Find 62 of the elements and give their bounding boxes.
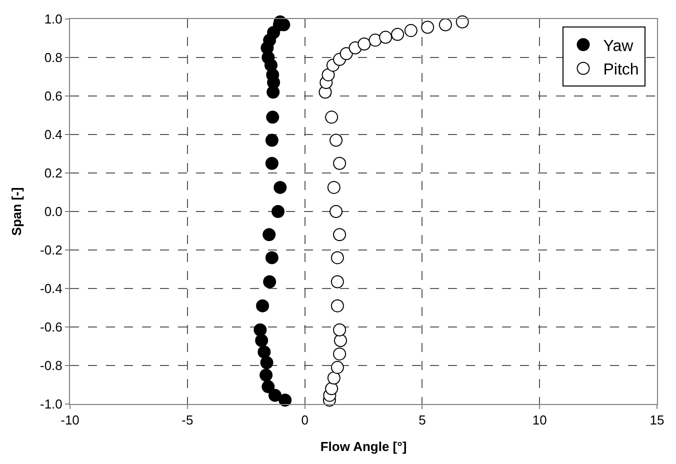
point bbox=[333, 323, 346, 336]
point bbox=[327, 372, 340, 385]
legend-label: Pitch bbox=[603, 62, 639, 79]
point bbox=[333, 156, 346, 170]
point bbox=[255, 334, 268, 347]
point bbox=[260, 356, 274, 370]
y-tick-label: -0.2 bbox=[40, 242, 62, 258]
y-tick-label: 0.8 bbox=[44, 50, 62, 66]
y-tick-label: -0.8 bbox=[40, 358, 62, 374]
point bbox=[438, 18, 452, 32]
point bbox=[268, 388, 282, 402]
point bbox=[260, 368, 273, 382]
point bbox=[330, 251, 344, 264]
point bbox=[265, 251, 278, 264]
point bbox=[327, 180, 340, 194]
point bbox=[421, 20, 434, 34]
y-tick-label: 1.0 bbox=[44, 12, 62, 27]
point bbox=[265, 134, 278, 147]
point bbox=[274, 180, 287, 194]
point bbox=[379, 30, 392, 44]
point bbox=[391, 28, 404, 41]
point bbox=[334, 334, 347, 347]
point bbox=[263, 275, 276, 288]
point bbox=[330, 360, 344, 374]
x-tick-label: 15 bbox=[650, 412, 664, 428]
x-axis-title: Flow Angle [°] bbox=[320, 439, 407, 454]
y-tick-label: 0.2 bbox=[44, 166, 62, 181]
point bbox=[265, 156, 278, 170]
point bbox=[262, 228, 276, 242]
y-tick-label: 0.0 bbox=[44, 204, 62, 220]
point bbox=[333, 347, 346, 360]
y-tick-label: 0.6 bbox=[44, 88, 62, 104]
x-tick-label: -10 bbox=[60, 412, 80, 428]
point bbox=[254, 323, 267, 336]
point bbox=[272, 205, 285, 218]
x-tick-label: 0 bbox=[301, 412, 308, 428]
point bbox=[258, 346, 271, 359]
point bbox=[330, 134, 343, 147]
y-tick-label: -1.0 bbox=[40, 396, 62, 412]
x-tick-label: 10 bbox=[532, 412, 547, 428]
point bbox=[325, 110, 338, 124]
y-axis-title: Span [-] bbox=[8, 187, 24, 236]
point bbox=[358, 38, 371, 51]
point bbox=[330, 299, 344, 312]
point bbox=[368, 34, 382, 47]
x-tick-label: 5 bbox=[418, 412, 426, 428]
point bbox=[456, 15, 469, 28]
y-tick-label: 0.4 bbox=[44, 127, 62, 142]
legend-label: Yaw bbox=[603, 38, 634, 55]
point bbox=[266, 110, 280, 124]
point bbox=[340, 47, 353, 60]
x-tick-label: -5 bbox=[182, 412, 194, 428]
point bbox=[262, 380, 275, 394]
point bbox=[330, 205, 343, 218]
point bbox=[256, 299, 270, 312]
point bbox=[330, 275, 344, 288]
point bbox=[322, 68, 335, 82]
y-tick-label: -0.6 bbox=[40, 320, 62, 335]
y-tick-label: -0.4 bbox=[40, 281, 62, 296]
point bbox=[325, 382, 338, 396]
point bbox=[404, 24, 418, 38]
point bbox=[333, 228, 346, 242]
